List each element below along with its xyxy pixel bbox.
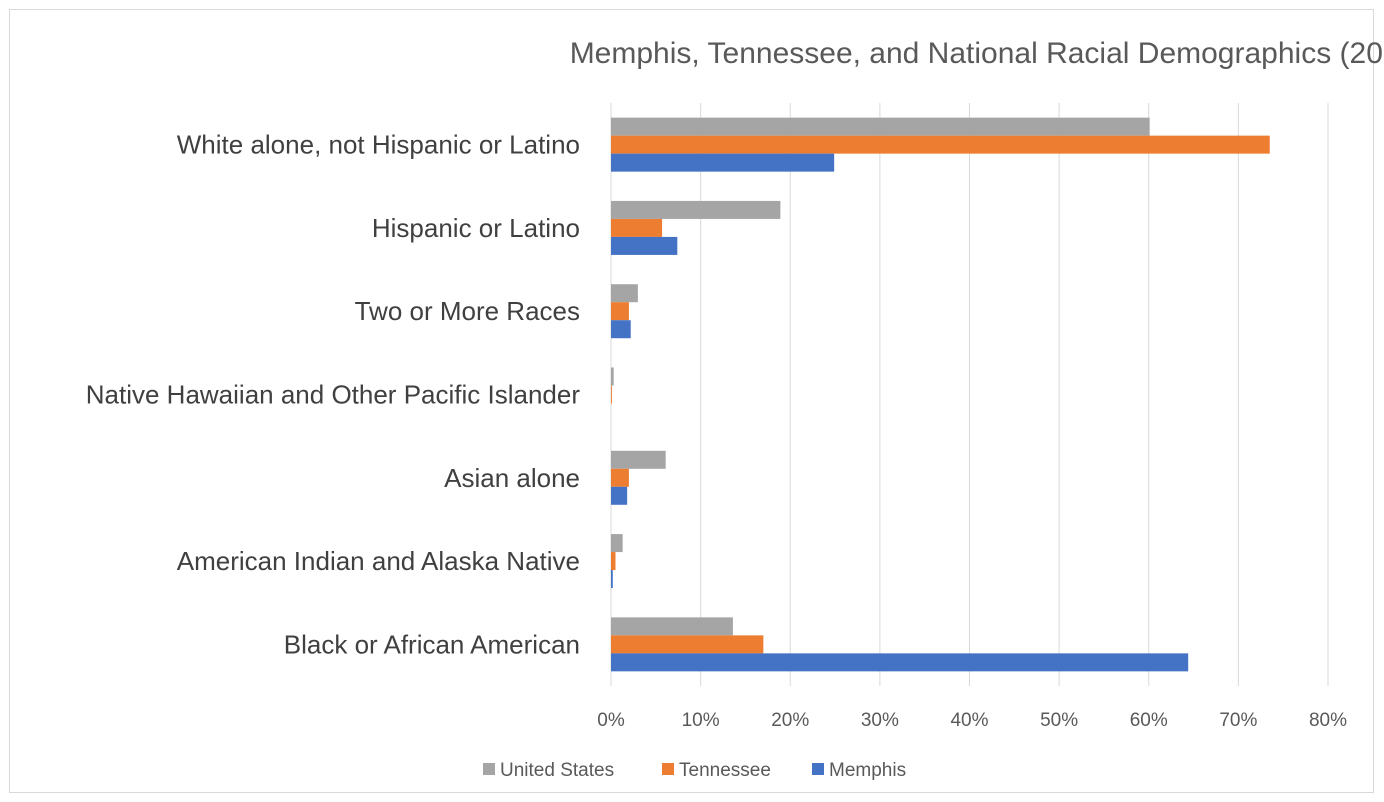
- legend-swatch-tennessee: [662, 763, 674, 775]
- bar-tennessee-hispanic-or-latino: [611, 218, 663, 237]
- x-tick-label: 50%: [1040, 710, 1078, 731]
- x-tick-label: 10%: [682, 710, 720, 731]
- bar-united-states-asian-alone: [611, 450, 666, 469]
- x-axis-ticks: 0% 10% 20% 30% 40% 50% 60% 70% 80%: [597, 710, 1347, 731]
- category-labels: Black or African American American Indian…: [86, 130, 581, 660]
- bar-tennessee-black-or-african-american: [611, 635, 764, 654]
- bar-tennessee-two-or-more-races: [611, 302, 629, 321]
- legend-label-tennessee: Tennessee: [679, 760, 771, 781]
- category-label: Native Hawaiian and Other Pacific Island…: [86, 380, 581, 410]
- bar-memphis-two-or-more-races: [611, 320, 631, 339]
- bar-united-states-black-or-african-american: [611, 617, 733, 636]
- bar-tennessee-white-alone-not-hispanic-or-latino: [611, 135, 1270, 154]
- bar-united-states-american-indian-and-alaska-native: [611, 534, 623, 553]
- category-label: Hispanic or Latino: [372, 213, 580, 243]
- x-tick-label: 60%: [1130, 710, 1168, 731]
- bar-memphis-black-or-african-american: [611, 653, 1189, 672]
- category-label: American Indian and Alaska Native: [177, 546, 580, 576]
- x-tick-label: 80%: [1309, 710, 1347, 731]
- x-tick-label: 70%: [1219, 710, 1257, 731]
- x-tick-label: 20%: [771, 710, 809, 731]
- x-tick-label: 30%: [861, 710, 899, 731]
- x-tick-label: 40%: [950, 710, 988, 731]
- bar-tennessee-native-hawaiian-and-other-pacific-islander: [611, 385, 612, 404]
- bar-memphis-american-indian-and-alaska-native: [611, 570, 613, 589]
- x-tick-label: 0%: [597, 710, 625, 731]
- chart-title: Memphis, Tennessee, and National Racial …: [570, 37, 1384, 70]
- bar-memphis-asian-alone: [611, 486, 628, 505]
- bar-memphis-white-alone-not-hispanic-or-latino: [611, 153, 835, 172]
- bar-tennessee-asian-alone: [611, 468, 629, 487]
- bar-united-states-hispanic-or-latino: [611, 200, 781, 219]
- legend: United States Tennessee Memphis: [483, 760, 906, 781]
- bars: [611, 117, 1270, 672]
- gridlines: [610, 103, 1329, 686]
- bar-united-states-white-alone-not-hispanic-or-latino: [611, 117, 1150, 136]
- legend-label-memphis: Memphis: [829, 760, 906, 781]
- category-label: Black or African American: [284, 629, 580, 659]
- bar-tennessee-american-indian-and-alaska-native: [611, 552, 616, 571]
- legend-label-united-states: United States: [500, 760, 614, 781]
- category-label: Two or More Races: [355, 296, 580, 326]
- category-label: White alone, not Hispanic or Latino: [177, 130, 580, 160]
- legend-swatch-memphis: [812, 763, 824, 775]
- bar-united-states-two-or-more-races: [611, 284, 638, 303]
- bar-memphis-hispanic-or-latino: [611, 236, 678, 255]
- category-label: Asian alone: [444, 463, 580, 493]
- bar-united-states-native-hawaiian-and-other-pacific-islander: [611, 367, 614, 386]
- legend-swatch-united-states: [483, 763, 495, 775]
